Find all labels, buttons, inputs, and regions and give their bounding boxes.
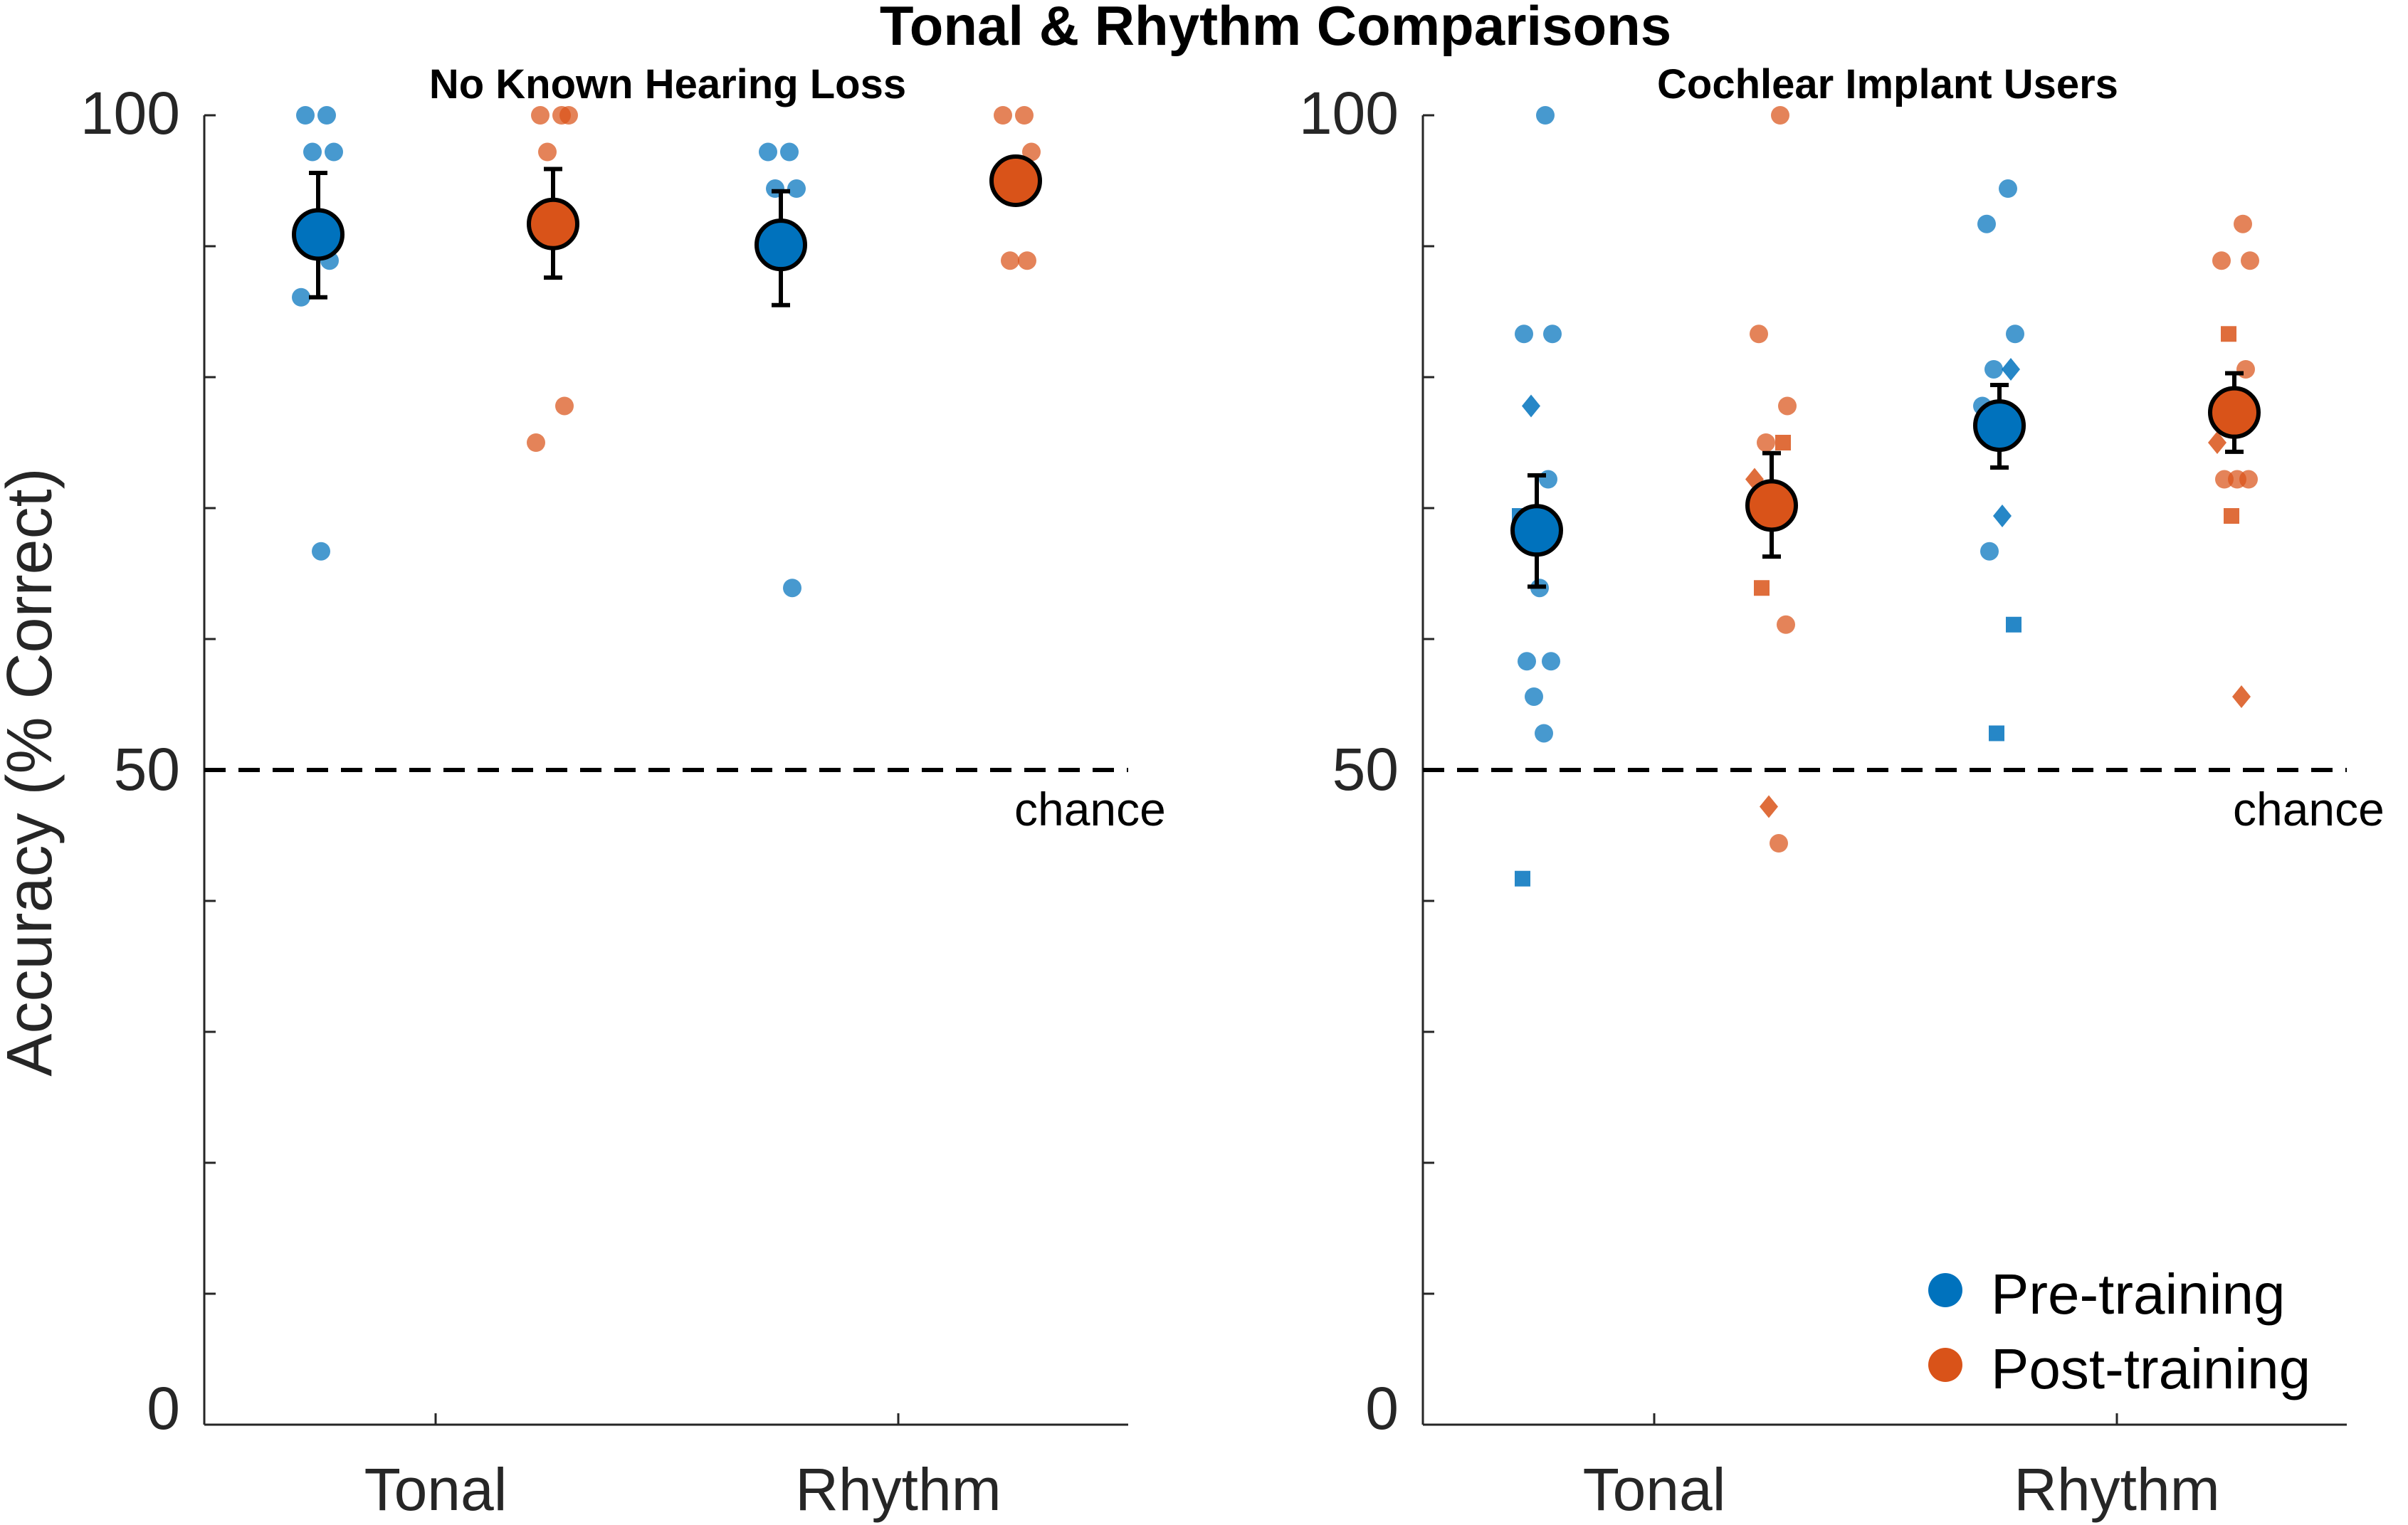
data-point	[1542, 652, 1560, 671]
data-point	[2224, 508, 2239, 524]
data-point	[292, 287, 310, 307]
data-point	[2215, 470, 2234, 489]
data-point	[1543, 324, 1562, 344]
data-point	[1518, 652, 1536, 671]
data-point	[1778, 396, 1797, 416]
data-point	[1515, 870, 1530, 887]
mean-marker	[2208, 386, 2261, 439]
data-point	[1018, 251, 1036, 270]
x-tick-label-tonal: Tonal	[1583, 1456, 1726, 1523]
data-point	[1777, 615, 1795, 634]
data-point	[994, 106, 1012, 125]
data-point	[1525, 687, 1543, 706]
chance-label: chance	[1014, 783, 1166, 835]
mean-marker	[1973, 399, 2026, 453]
data-point	[1775, 435, 1791, 450]
y-tick-label-100: 100	[1299, 80, 1399, 147]
data-point	[1535, 724, 1553, 743]
data-point	[1999, 179, 2017, 199]
data-point	[2208, 431, 2226, 454]
data-point	[1977, 214, 1996, 233]
data-point	[325, 142, 343, 162]
panel-cochlear-implant-users: Cochlear Implant Users 0 50 100 Tonal Rh…	[1299, 61, 2385, 1523]
data-point	[2232, 685, 2251, 708]
panel-title: Cochlear Implant Users	[1657, 61, 2118, 107]
x-tick-label-tonal: Tonal	[364, 1456, 508, 1523]
data-point	[1989, 725, 2004, 742]
axes	[203, 114, 1128, 1426]
figure-title: Tonal & Rhythm Comparisons	[880, 0, 1671, 57]
data-point	[1984, 359, 2003, 379]
data-point	[2236, 359, 2255, 379]
x-tick-label-rhythm: Rhythm	[2014, 1456, 2219, 1523]
data-point	[1770, 834, 1788, 853]
chance-label: chance	[2233, 783, 2385, 835]
data-point	[538, 142, 557, 162]
data-point	[1980, 542, 1999, 561]
mean-marker	[1745, 479, 1798, 532]
legend-marker-pre	[1928, 1273, 1962, 1307]
data-point	[1515, 324, 1533, 344]
y-tick-label-100: 100	[80, 80, 180, 147]
data-point	[1760, 795, 1778, 818]
data-point	[2006, 616, 2021, 633]
data-point	[2239, 470, 2258, 489]
data-point	[2241, 251, 2259, 270]
data-point	[1771, 106, 1789, 125]
data-point	[527, 433, 545, 452]
y-axis-label: Accuracy (% Correct)	[0, 468, 65, 1076]
y-tick-label-0: 0	[1365, 1375, 1399, 1442]
y-tick-label-50: 50	[114, 736, 180, 803]
data-marks	[292, 106, 1042, 598]
data-point	[531, 106, 550, 125]
data-point	[787, 179, 806, 199]
data-point	[303, 142, 322, 162]
y-tick-label-50: 50	[1332, 736, 1399, 803]
mean-marker	[989, 154, 1042, 207]
data-point	[2221, 326, 2236, 342]
data-point	[1001, 251, 1019, 270]
data-point	[1539, 470, 1557, 489]
mean-marker	[755, 218, 807, 272]
y-tick-label-0: 0	[147, 1375, 180, 1442]
data-point	[1993, 505, 2012, 528]
data-point	[1022, 142, 1041, 162]
data-point	[1015, 106, 1034, 125]
x-tick-label-rhythm: Rhythm	[795, 1456, 1001, 1523]
data-point	[1750, 324, 1768, 344]
data-point	[1522, 394, 1540, 418]
legend-marker-post	[1928, 1348, 1962, 1382]
data-point	[317, 106, 336, 125]
data-point	[312, 542, 330, 561]
panel-no-known-hearing-loss: No Known Hearing Loss 0 50 100 Tonal Rhy…	[80, 61, 1166, 1523]
legend-label-post: Post-training	[1991, 1337, 2310, 1400]
data-point	[555, 396, 574, 416]
legend: Pre-training Post-training	[1928, 1262, 2310, 1400]
mean-marker	[292, 208, 345, 261]
legend-label-pre: Pre-training	[1991, 1262, 2286, 1326]
data-point	[1536, 106, 1555, 125]
data-point	[559, 106, 578, 125]
data-point	[1754, 580, 1770, 596]
mean-marker	[1510, 504, 1563, 557]
data-point	[296, 106, 315, 125]
data-point	[780, 142, 799, 162]
mean-marker	[527, 197, 579, 250]
data-point	[759, 142, 777, 162]
data-point	[2212, 251, 2231, 270]
data-point	[1757, 433, 1775, 452]
panel-title: No Known Hearing Loss	[429, 61, 906, 107]
data-marks	[1510, 106, 2261, 887]
data-point	[2006, 324, 2024, 344]
data-point	[2002, 357, 2020, 381]
data-point	[2234, 214, 2252, 233]
data-point	[783, 579, 801, 598]
